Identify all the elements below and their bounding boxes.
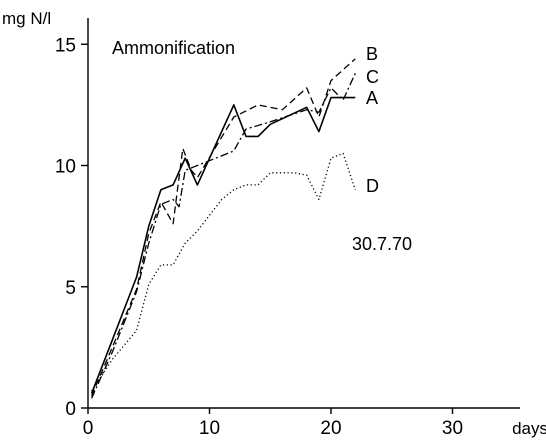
axes — [87, 18, 520, 409]
x-axis-label: days — [512, 419, 546, 438]
x-tick-label: 10 — [199, 418, 220, 439]
y-tick-label: 10 — [55, 157, 76, 178]
series-label-d: D — [366, 176, 379, 196]
y-axis-label: mg N/l — [2, 9, 51, 28]
series-line-b — [91, 58, 356, 397]
x-tick-label: 0 — [83, 418, 94, 439]
series-line-a — [90, 96, 356, 394]
y-tick-label: 15 — [55, 35, 76, 56]
ticks: 0 10 20 30 0 5 10 15 — [55, 35, 463, 439]
x-tick-label: 30 — [442, 418, 463, 439]
y-tick-label: 0 — [65, 399, 76, 420]
series-line-c — [91, 73, 356, 399]
y-tick-label: 5 — [65, 278, 76, 299]
series-line-d — [91, 152, 356, 392]
series-lines — [90, 58, 356, 399]
series-labels: B C A D — [366, 44, 379, 196]
series-label-c: C — [366, 67, 379, 87]
chart-annotation-date: 30.7.70 — [352, 234, 412, 254]
chart-annotation-title: Ammonification — [112, 38, 235, 58]
x-tick-label: 20 — [320, 418, 341, 439]
series-label-a: A — [366, 88, 378, 108]
series-label-b: B — [366, 44, 378, 64]
